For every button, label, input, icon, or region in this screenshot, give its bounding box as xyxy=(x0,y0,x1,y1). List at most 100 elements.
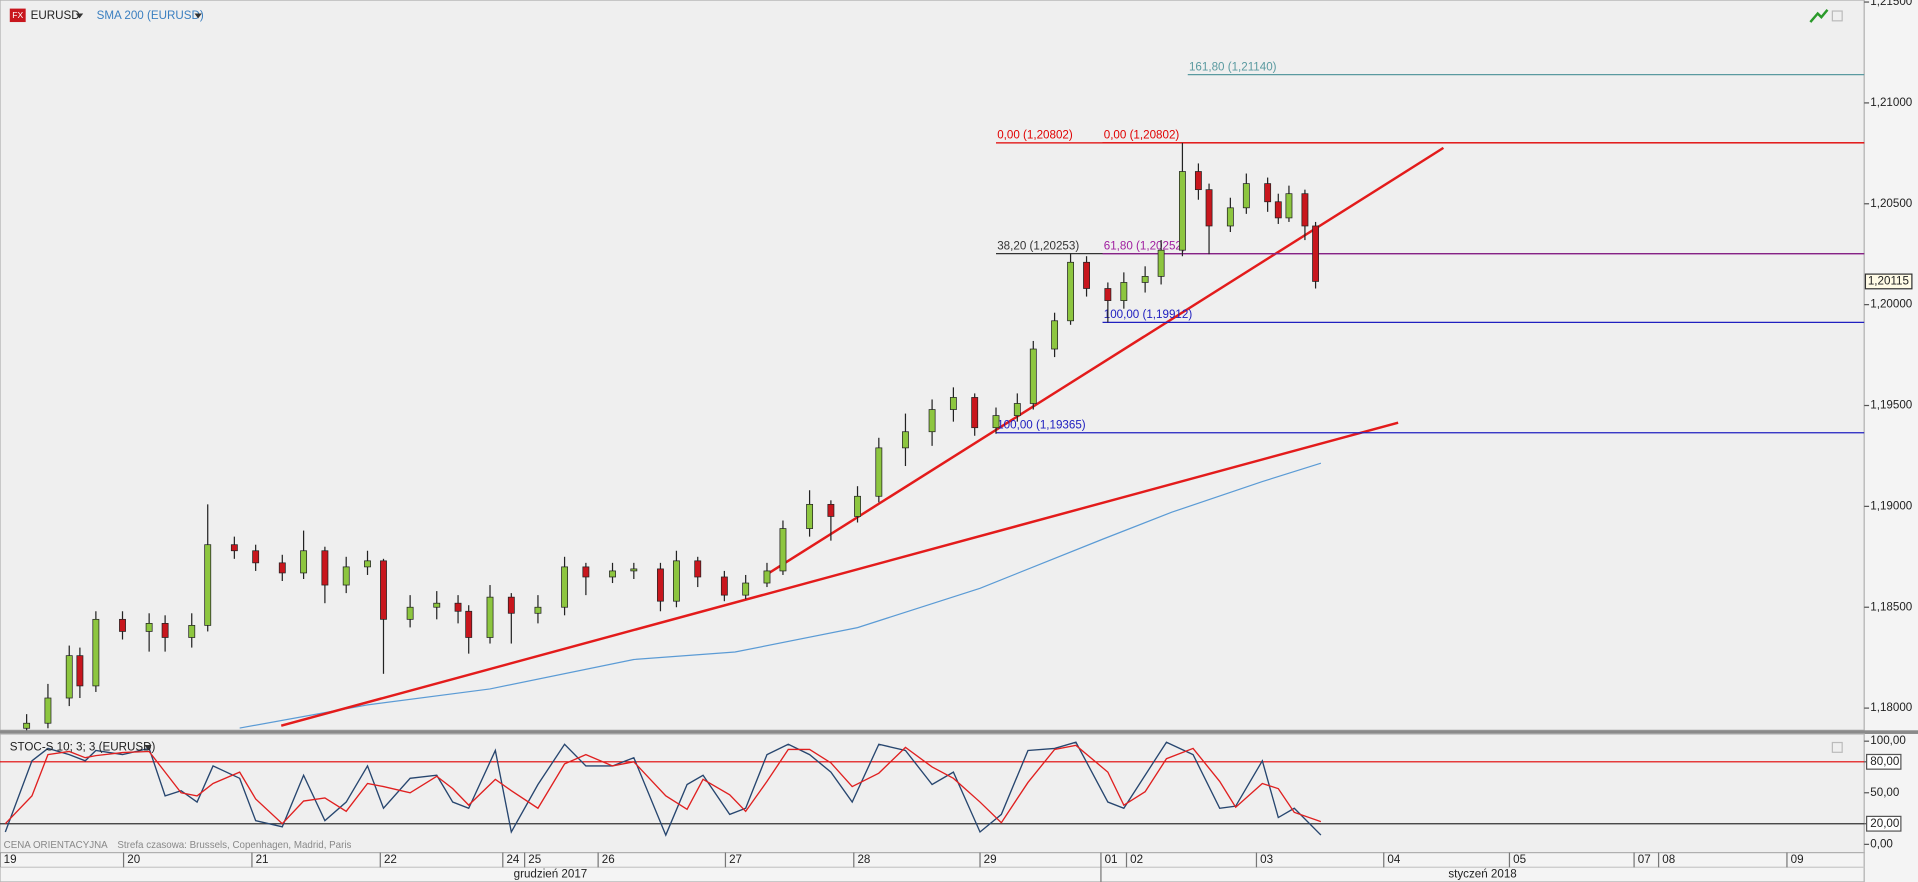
trend-line[interactable] xyxy=(280,421,1399,727)
candle-body xyxy=(1285,193,1293,219)
candle-body xyxy=(609,570,616,578)
y-tick-box xyxy=(1866,815,1902,832)
candle-body xyxy=(720,576,728,596)
candle-body xyxy=(321,550,329,586)
candle-body xyxy=(1301,193,1309,227)
candle-body xyxy=(465,610,473,638)
last-price-tag xyxy=(1864,273,1913,290)
fib-label: 38,20 (1,20253) xyxy=(997,239,1079,252)
x-tick-label: 09 xyxy=(1791,853,1804,866)
stoch-line xyxy=(4,741,1322,837)
candle-body xyxy=(1242,183,1250,209)
x-tick-label: 02 xyxy=(1130,853,1143,866)
price-panel xyxy=(0,0,1865,731)
symbol-dropdown[interactable] xyxy=(75,13,84,19)
candle-body xyxy=(380,560,387,620)
y-tick-box xyxy=(1866,753,1902,770)
candle-body xyxy=(1205,189,1213,227)
y-tick-label: 1,18500 xyxy=(1870,600,1912,613)
candle-body xyxy=(1194,171,1202,191)
indicator-name[interactable]: SMA 200 (EURUSD) xyxy=(97,9,204,22)
x-tick-label: 05 xyxy=(1513,853,1526,866)
y-tick-label: 1,19000 xyxy=(1870,499,1912,512)
x-tick-label: 28 xyxy=(857,853,870,866)
candle-body xyxy=(507,596,515,614)
candle-body xyxy=(454,602,462,612)
candle-body xyxy=(854,495,861,517)
panel-button[interactable] xyxy=(1831,10,1843,22)
indicator-dropdown[interactable] xyxy=(194,13,202,19)
x-tick-label: 26 xyxy=(602,853,615,866)
candle-body xyxy=(779,528,787,572)
candle-body xyxy=(1051,320,1059,350)
candle-body xyxy=(534,606,542,614)
y-tick-label: 80,00 xyxy=(1870,755,1899,768)
candle-body xyxy=(161,623,169,638)
candle-body xyxy=(971,397,979,429)
stoch-title[interactable]: STOC-S 10; 3; 3 (EURUSD) xyxy=(10,740,156,753)
candle-body xyxy=(433,602,441,608)
candle-body xyxy=(486,596,494,638)
candle-body xyxy=(1120,282,1128,301)
candle-body xyxy=(875,447,883,497)
y-tick-label: 1,19500 xyxy=(1870,399,1912,412)
panel-splitter[interactable] xyxy=(0,730,1918,734)
footer-text: Strefa czasowa: Brussels, Copenhagen, Ma… xyxy=(117,840,351,851)
sma-line xyxy=(239,462,1322,729)
candle-body xyxy=(230,544,238,552)
candle-body xyxy=(673,560,680,602)
fib-label: 100,00 (1,19912) xyxy=(1104,308,1193,321)
candle-body xyxy=(1013,403,1021,416)
x-tick-label: 27 xyxy=(729,853,742,866)
candle-body xyxy=(1083,261,1090,289)
y-tick-label: 50,00 xyxy=(1870,786,1899,799)
x-tick-label: 01 xyxy=(1105,853,1118,866)
candle-body xyxy=(92,618,100,687)
panel-button[interactable] xyxy=(1831,741,1843,753)
candle-body xyxy=(23,722,31,729)
x-tick-label: 04 xyxy=(1387,853,1400,866)
fib-label: 0,00 (1,20802) xyxy=(1104,129,1180,142)
candle-body xyxy=(1141,276,1149,283)
candle-body xyxy=(300,550,308,574)
stoch-line xyxy=(4,744,1322,825)
candle-body xyxy=(1157,249,1165,277)
y-tick-label: 0,00 xyxy=(1870,837,1893,850)
fib-label: 161,80 (1,21140) xyxy=(1189,60,1277,73)
candle-body xyxy=(145,623,153,632)
candle-body xyxy=(188,625,196,638)
candle-body xyxy=(806,503,814,529)
y-tick-label: 1,18000 xyxy=(1870,701,1912,714)
x-tick-label: 07 xyxy=(1638,853,1651,866)
fib-label: 100,00 (1,19365) xyxy=(997,418,1086,431)
symbol-icon-glyph: FX xyxy=(12,10,23,20)
candle-body xyxy=(1312,225,1320,282)
candle-body xyxy=(827,503,835,517)
trend-line[interactable] xyxy=(763,146,1445,578)
candle-body xyxy=(630,568,638,572)
symbol-icon[interactable] xyxy=(9,8,26,23)
candle-body xyxy=(1264,183,1272,203)
month-label: styczeń 2018 xyxy=(1448,868,1516,881)
candle-body xyxy=(65,655,73,699)
candle-body xyxy=(1226,207,1234,227)
candle-body xyxy=(992,415,1000,429)
candle-body xyxy=(928,409,936,433)
y-tick-label: 1,20000 xyxy=(1870,298,1912,311)
candle-body xyxy=(763,570,771,584)
fib-label: 0,00 (1,20802) xyxy=(997,129,1073,142)
stoch-dropdown[interactable] xyxy=(144,744,152,750)
last-price-label: 1,20115 xyxy=(1868,275,1909,288)
candle-body xyxy=(364,560,371,568)
y-tick-label: 100,00 xyxy=(1870,734,1906,747)
x-tick-label: 03 xyxy=(1260,853,1273,866)
candle-body xyxy=(204,544,212,626)
candle-body xyxy=(342,566,350,586)
trend-icon[interactable] xyxy=(1809,9,1829,23)
x-tick-label: 25 xyxy=(528,853,541,866)
footer-text: CENA ORIENTACYJNA xyxy=(4,840,108,851)
symbol-name[interactable]: EURUSD xyxy=(31,9,80,22)
